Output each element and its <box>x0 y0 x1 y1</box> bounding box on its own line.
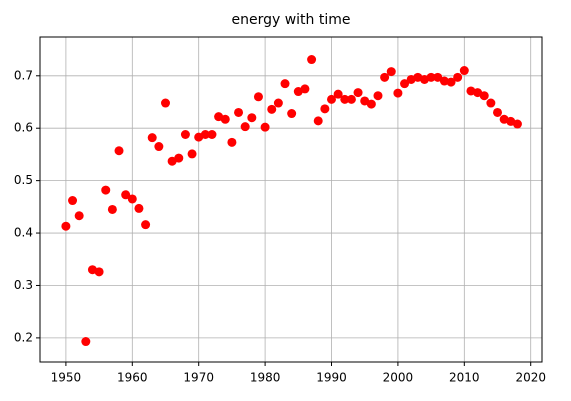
x-tick-label: 1950 <box>51 371 82 385</box>
chart-title: energy with time <box>231 12 350 28</box>
point <box>313 116 323 126</box>
point <box>74 211 84 221</box>
point <box>380 72 390 82</box>
point <box>486 98 496 108</box>
plot-frame <box>39 36 543 363</box>
point <box>366 99 376 109</box>
y-tick-label: 0.3 <box>14 278 33 292</box>
point <box>439 76 449 86</box>
x-tick-label: 2000 <box>383 371 414 385</box>
point <box>94 267 104 277</box>
point <box>121 190 131 200</box>
point <box>446 77 456 87</box>
point <box>453 72 463 82</box>
point <box>493 107 503 117</box>
point <box>426 72 436 82</box>
point <box>333 89 343 99</box>
point <box>479 91 489 101</box>
point <box>61 221 71 231</box>
point <box>207 130 217 139</box>
x-tick-label: 1990 <box>316 371 347 385</box>
point <box>260 122 270 132</box>
point <box>459 66 469 76</box>
y-tick-label: 0.7 <box>14 68 33 82</box>
point <box>154 142 164 152</box>
point <box>253 92 263 102</box>
x-tick-label: 1980 <box>250 371 281 385</box>
point <box>220 114 230 124</box>
point <box>200 130 210 139</box>
point <box>107 204 117 214</box>
point <box>300 84 310 94</box>
point <box>400 79 410 89</box>
point <box>512 119 522 129</box>
point <box>267 104 277 114</box>
y-tick-label: 0.2 <box>14 330 33 344</box>
point <box>161 98 170 108</box>
point <box>114 146 124 156</box>
point <box>287 109 297 119</box>
x-tick-label: 1970 <box>183 371 214 385</box>
y-tick-label: 0.5 <box>14 173 33 187</box>
point <box>273 98 283 108</box>
point <box>320 104 330 114</box>
x-tick-label: 2020 <box>515 371 546 385</box>
point <box>346 94 356 104</box>
point <box>340 94 350 104</box>
x-tick-label: 2010 <box>449 371 480 385</box>
point <box>227 137 237 147</box>
point <box>240 122 250 132</box>
point <box>373 91 383 101</box>
point <box>307 55 317 65</box>
point <box>68 196 78 206</box>
point <box>180 130 190 139</box>
point <box>433 72 443 82</box>
point <box>234 107 244 117</box>
point <box>393 88 403 98</box>
point <box>327 94 337 104</box>
point <box>247 113 257 123</box>
y-tick-label: 0.6 <box>14 121 33 135</box>
point <box>141 220 151 230</box>
y-tick-label: 0.4 <box>14 226 33 240</box>
point <box>386 67 396 77</box>
point <box>187 149 197 159</box>
point <box>353 88 363 98</box>
point <box>134 203 144 213</box>
point <box>280 79 290 89</box>
point <box>174 153 184 163</box>
x-tick-label: 1960 <box>117 371 148 385</box>
point <box>101 185 111 195</box>
point <box>147 133 157 143</box>
point <box>127 194 137 204</box>
point <box>81 337 91 347</box>
